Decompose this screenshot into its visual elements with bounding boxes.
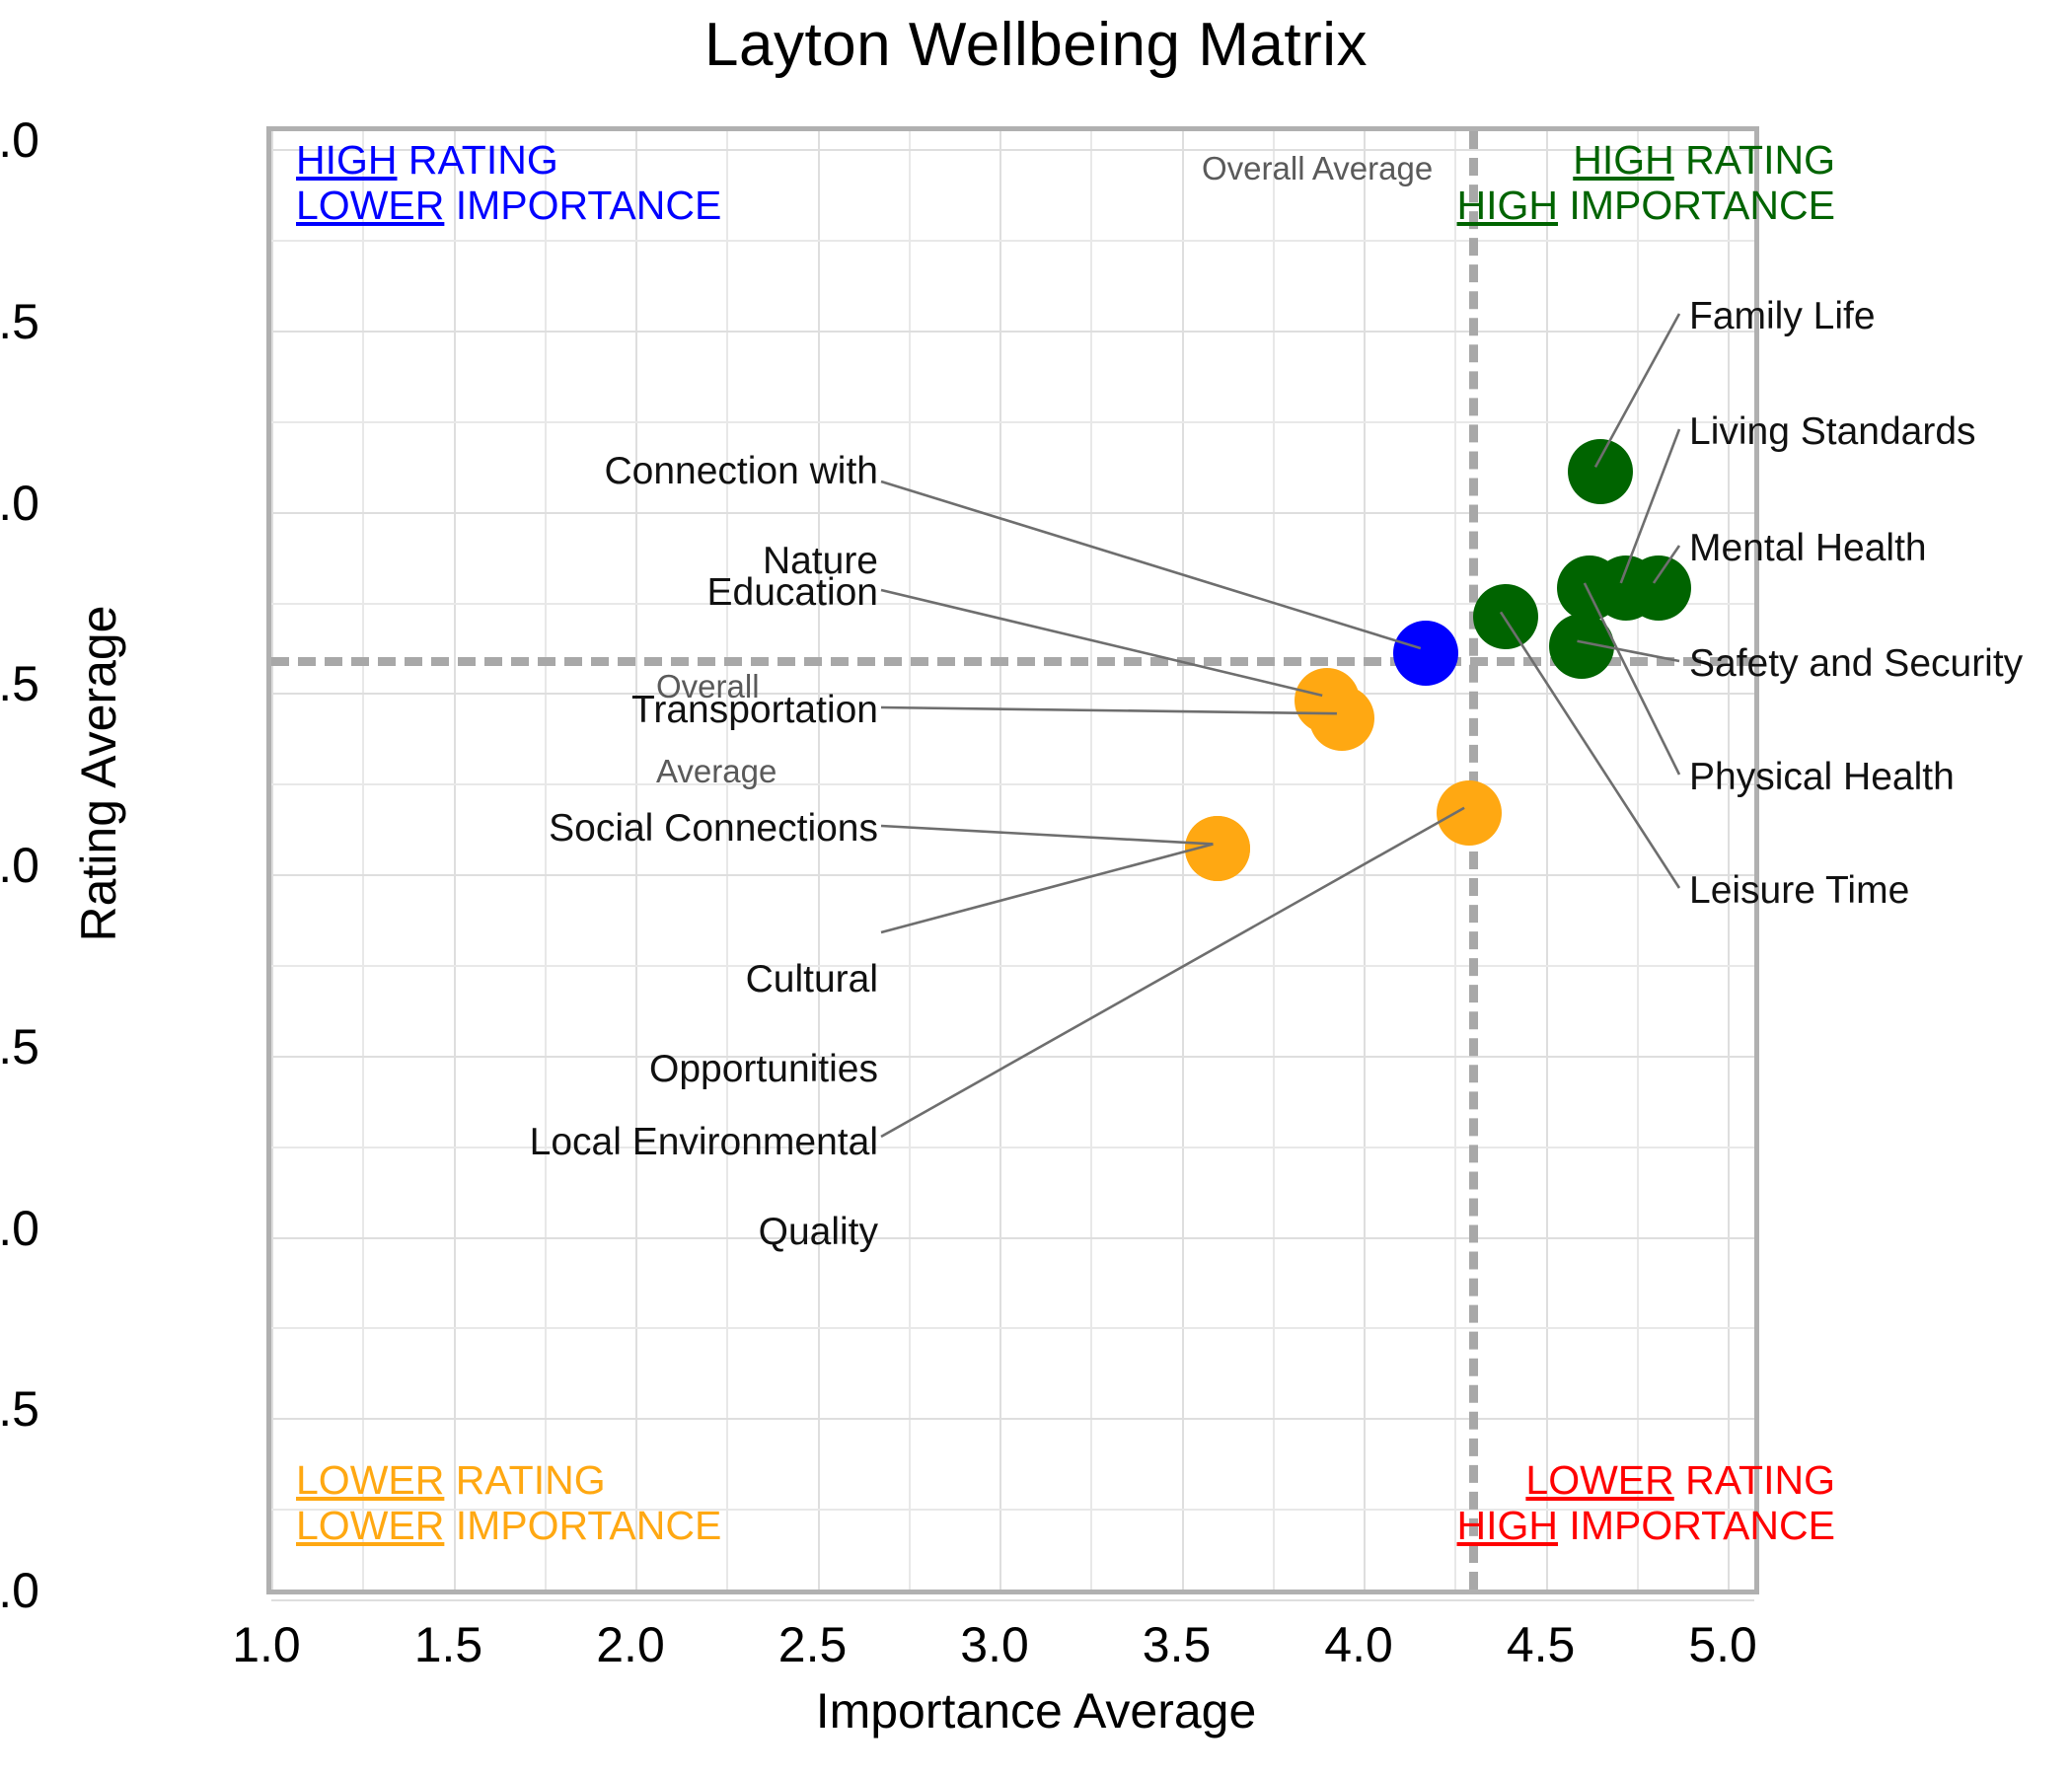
overall-average-horizontal-line1: Overall bbox=[656, 667, 760, 704]
y-tick-label: 2.0 bbox=[0, 1200, 39, 1256]
quad-tr-rest-2: IMPORTANCE bbox=[1558, 182, 1835, 228]
data-point[interactable] bbox=[1556, 555, 1622, 621]
gridline-horizontal bbox=[271, 783, 1754, 786]
quad-tl-rest-2: IMPORTANCE bbox=[444, 182, 722, 228]
y-tick-label: 4.5 bbox=[0, 294, 39, 350]
quadrant-label-top-right: HIGH RATING HIGH IMPORTANCE bbox=[1456, 137, 1835, 229]
cultural-opportunities-line2: Opportunities bbox=[649, 1047, 878, 1090]
point-label-connection-with-nature: Connection with Nature bbox=[605, 405, 879, 628]
x-tick-label: 1.0 bbox=[232, 1617, 301, 1672]
x-axis-title: Importance Average bbox=[815, 1683, 1257, 1739]
point-label-family-life: Family Life bbox=[1689, 295, 1876, 337]
y-axis-title: Rating Average bbox=[71, 605, 126, 942]
data-point[interactable] bbox=[1392, 621, 1458, 687]
quad-bl-strong-1: LOWER bbox=[296, 1457, 445, 1503]
gridline-horizontal bbox=[271, 1418, 1754, 1421]
gridline-horizontal bbox=[271, 1599, 1754, 1601]
local-environmental-quality-line2: Quality bbox=[758, 1210, 878, 1253]
point-label-safety-and-security: Safety and Security bbox=[1689, 642, 2024, 685]
quad-bl-rest-2: IMPORTANCE bbox=[444, 1502, 722, 1548]
x-tick-label: 3.5 bbox=[1142, 1617, 1212, 1672]
gridline-horizontal bbox=[271, 1327, 1754, 1330]
gridline-vertical bbox=[544, 131, 547, 1590]
cultural-opportunities-line1: Cultural bbox=[745, 958, 878, 1001]
gridline-horizontal bbox=[271, 149, 1754, 152]
x-tick-label: 1.5 bbox=[413, 1617, 483, 1672]
overall-average-horizontal-line2: Average bbox=[656, 752, 777, 789]
quad-br-strong-1: LOWER bbox=[1525, 1457, 1674, 1503]
quad-bl-rest-1: RATING bbox=[444, 1457, 606, 1503]
point-label-leisure-time: Leisure Time bbox=[1689, 869, 1910, 912]
quad-br-rest-2: IMPORTANCE bbox=[1558, 1502, 1835, 1548]
x-tick-label: 4.0 bbox=[1324, 1617, 1393, 1672]
quadrant-label-top-left: HIGH RATING LOWER IMPORTANCE bbox=[296, 137, 722, 229]
data-points bbox=[271, 131, 1754, 1590]
gridline-horizontal bbox=[271, 1146, 1754, 1148]
point-label-mental-health: Mental Health bbox=[1689, 527, 1927, 569]
overall-average-horizontal-label: Overall Average bbox=[656, 624, 777, 835]
reference-line-vertical bbox=[1469, 131, 1479, 1590]
point-label-physical-health: Physical Health bbox=[1689, 756, 1955, 798]
quadrant-label-bottom-left: LOWER RATING LOWER IMPORTANCE bbox=[296, 1457, 722, 1549]
point-label-living-standards: Living Standards bbox=[1689, 410, 1976, 453]
gridline-horizontal bbox=[271, 331, 1754, 333]
x-tick-label: 2.0 bbox=[596, 1617, 665, 1672]
point-label-education: Education bbox=[706, 571, 878, 614]
connection-with-nature-line1: Connection with bbox=[604, 450, 879, 493]
x-tick-label: 2.5 bbox=[777, 1617, 848, 1672]
plot-area bbox=[266, 126, 1759, 1601]
gridline-vertical bbox=[726, 131, 729, 1590]
quad-br-strong-2: HIGH bbox=[1456, 1502, 1559, 1548]
overall-average-vertical-label: Overall Average bbox=[1202, 150, 1434, 186]
quad-bl-strong-2: LOWER bbox=[296, 1502, 445, 1548]
quad-tr-rest-1: RATING bbox=[1673, 137, 1835, 183]
y-tick-label: 1.5 bbox=[0, 1381, 39, 1438]
local-environmental-quality-line1: Local Environmental bbox=[529, 1121, 878, 1164]
data-point[interactable] bbox=[1567, 439, 1633, 505]
gridline-horizontal bbox=[271, 1509, 1754, 1512]
data-point[interactable] bbox=[1472, 584, 1538, 650]
gridline-vertical bbox=[362, 131, 365, 1590]
y-tick-label: 5.0 bbox=[0, 112, 39, 169]
quad-tl-strong-1: HIGH bbox=[296, 137, 398, 183]
y-tick-label: 3.5 bbox=[0, 656, 39, 712]
gridline-vertical bbox=[817, 131, 820, 1590]
gridline-horizontal bbox=[271, 240, 1754, 243]
gridline-vertical bbox=[635, 131, 638, 1590]
data-point[interactable] bbox=[1437, 779, 1503, 846]
x-tick-label: 5.0 bbox=[1688, 1617, 1757, 1672]
point-label-cultural-opportunities: Cultural Opportunities bbox=[649, 913, 878, 1136]
data-point[interactable] bbox=[1625, 555, 1691, 621]
data-point[interactable] bbox=[1308, 686, 1374, 752]
point-label-local-environmental-quality: Local Environmental Quality bbox=[530, 1075, 878, 1298]
point-label-transportation: Transportation bbox=[630, 689, 878, 731]
y-tick-label: 2.5 bbox=[0, 1018, 39, 1074]
chart-title: Layton Wellbeing Matrix bbox=[703, 11, 1368, 79]
x-tick-label: 4.5 bbox=[1506, 1617, 1576, 1672]
quad-br-rest-1: RATING bbox=[1673, 1457, 1835, 1503]
gridline-vertical bbox=[453, 131, 456, 1590]
x-tick-label: 3.0 bbox=[960, 1617, 1029, 1672]
gridline-vertical bbox=[1728, 131, 1731, 1590]
point-label-social-connections: Social Connections bbox=[549, 807, 878, 850]
data-point[interactable] bbox=[1549, 613, 1615, 679]
quadrant-label-bottom-right: LOWER RATING HIGH IMPORTANCE bbox=[1456, 1457, 1835, 1549]
connection-with-nature-line2: Nature bbox=[762, 539, 878, 582]
quad-tr-strong-2: HIGH bbox=[1456, 182, 1559, 228]
quad-tr-strong-1: HIGH bbox=[1573, 137, 1674, 183]
y-tick-label: 1.0 bbox=[0, 1563, 39, 1618]
y-tick-label: 3.0 bbox=[0, 838, 39, 894]
data-point[interactable] bbox=[1185, 816, 1251, 882]
y-tick-label: 4.0 bbox=[0, 475, 39, 531]
gridline-vertical bbox=[271, 131, 273, 1590]
gridline-horizontal bbox=[271, 420, 1754, 423]
quad-tl-rest-1: RATING bbox=[397, 137, 558, 183]
quad-tl-strong-2: LOWER bbox=[296, 182, 445, 228]
gridline-horizontal bbox=[271, 1236, 1754, 1239]
